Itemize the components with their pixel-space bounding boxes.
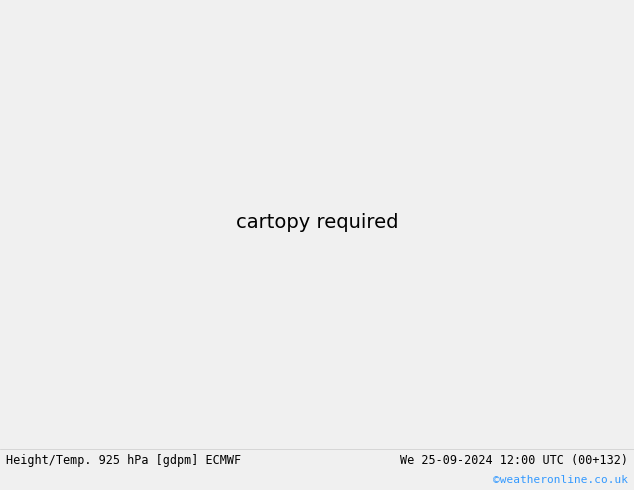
Text: Height/Temp. 925 hPa [gdpm] ECMWF: Height/Temp. 925 hPa [gdpm] ECMWF — [6, 454, 242, 466]
Text: cartopy required: cartopy required — [236, 214, 398, 232]
Text: ©weatheronline.co.uk: ©weatheronline.co.uk — [493, 475, 628, 485]
Text: We 25-09-2024 12:00 UTC (00+132): We 25-09-2024 12:00 UTC (00+132) — [399, 454, 628, 466]
